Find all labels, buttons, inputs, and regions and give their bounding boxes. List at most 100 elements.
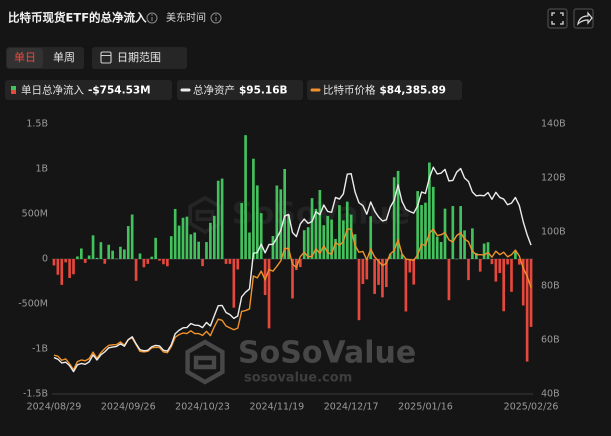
bar — [314, 208, 318, 259]
y-tick-label: -1.5B — [23, 389, 48, 400]
bar — [439, 242, 443, 259]
bar — [275, 185, 279, 259]
bar — [334, 238, 337, 259]
bar — [130, 214, 134, 259]
y-tick-label: -1B — [32, 344, 48, 355]
bar — [306, 227, 310, 259]
legend-item[interactable] — [307, 80, 462, 100]
bar — [455, 258, 459, 260]
bar — [471, 228, 474, 259]
y2-tick-label: 100B — [541, 227, 566, 238]
bar — [381, 259, 384, 298]
bar — [373, 259, 376, 294]
y-tick-label: 1B — [35, 164, 48, 175]
bar — [388, 254, 392, 259]
x-tick-label: 2025/01/16 — [398, 402, 453, 413]
bar — [240, 203, 243, 259]
bar — [236, 259, 240, 270]
bar — [95, 257, 99, 259]
bar — [424, 202, 427, 259]
bar — [205, 242, 208, 259]
bar — [197, 241, 200, 259]
bar — [166, 259, 169, 267]
fullscreen-button[interactable] — [547, 8, 568, 29]
x-tick-label: 2024/08/29 — [27, 402, 82, 413]
legend-swatch — [11, 86, 16, 90]
y2-tick-label: 40B — [541, 389, 560, 400]
bar — [349, 214, 353, 259]
bar — [506, 259, 509, 265]
bar — [463, 230, 466, 259]
y2-tick-label: 140B — [541, 119, 566, 130]
y2-tick-label: 120B — [541, 173, 566, 184]
bar — [490, 259, 494, 265]
bar — [377, 259, 380, 285]
bar — [361, 259, 365, 285]
legend-label: 比特币价格 — [323, 84, 376, 97]
legend-item[interactable] — [5, 80, 172, 100]
bar — [193, 232, 197, 259]
timezone: 美东时间 — [166, 11, 206, 24]
y2-tick-label: 60B — [541, 335, 560, 346]
bar — [408, 259, 412, 273]
bar — [322, 225, 326, 259]
watermark-logo — [188, 195, 222, 235]
bar — [107, 244, 111, 259]
bar — [494, 259, 498, 282]
bar — [420, 205, 423, 259]
bar — [478, 259, 482, 272]
bar — [279, 189, 283, 259]
bar — [416, 191, 419, 259]
date-range-button[interactable] — [92, 47, 187, 69]
bar — [365, 259, 369, 280]
bar — [400, 254, 404, 259]
bar — [502, 259, 506, 312]
bar — [79, 248, 83, 259]
bar — [392, 177, 396, 259]
bar — [181, 217, 185, 259]
bar — [510, 259, 513, 292]
bar — [318, 189, 322, 259]
bar — [310, 198, 314, 259]
bar — [287, 214, 290, 259]
legend-value: $84,385.89 — [380, 85, 446, 97]
bar — [150, 256, 154, 259]
bar — [158, 259, 161, 261]
share-button[interactable] — [573, 8, 594, 29]
legend-item[interactable] — [177, 80, 303, 100]
bar — [259, 213, 263, 259]
legend-value: -$754.53M — [88, 85, 151, 97]
watermark: SoSoValue — [238, 336, 416, 371]
bar — [357, 259, 361, 321]
bar — [404, 259, 408, 312]
active-toggle[interactable] — [7, 48, 43, 68]
y2-tick-label: 80B — [541, 281, 560, 292]
button-label[interactable]: 日期范围 — [117, 50, 161, 64]
line — [53, 166, 532, 373]
bar — [72, 259, 75, 275]
bar — [162, 259, 165, 265]
bar — [212, 215, 216, 259]
bar — [87, 255, 91, 259]
bar — [52, 259, 56, 266]
y-tick-label: 0 — [42, 254, 48, 265]
bar — [123, 249, 126, 259]
info-icon[interactable] — [210, 12, 222, 24]
bar — [111, 250, 114, 259]
bar — [431, 186, 435, 259]
bar — [291, 259, 294, 299]
button-label[interactable]: 单周 — [53, 51, 75, 64]
button-label[interactable]: 单日 — [14, 51, 36, 64]
watermark-url: sosovalue.com — [244, 371, 352, 386]
bar — [142, 259, 146, 268]
bar — [209, 222, 212, 259]
info-icon[interactable] — [146, 12, 158, 24]
bar — [64, 259, 68, 263]
bar — [126, 226, 130, 259]
bar — [68, 259, 71, 279]
y-tick-label: -500M — [18, 299, 48, 310]
y-tick-label: 500M — [22, 209, 48, 220]
bar — [474, 253, 478, 259]
